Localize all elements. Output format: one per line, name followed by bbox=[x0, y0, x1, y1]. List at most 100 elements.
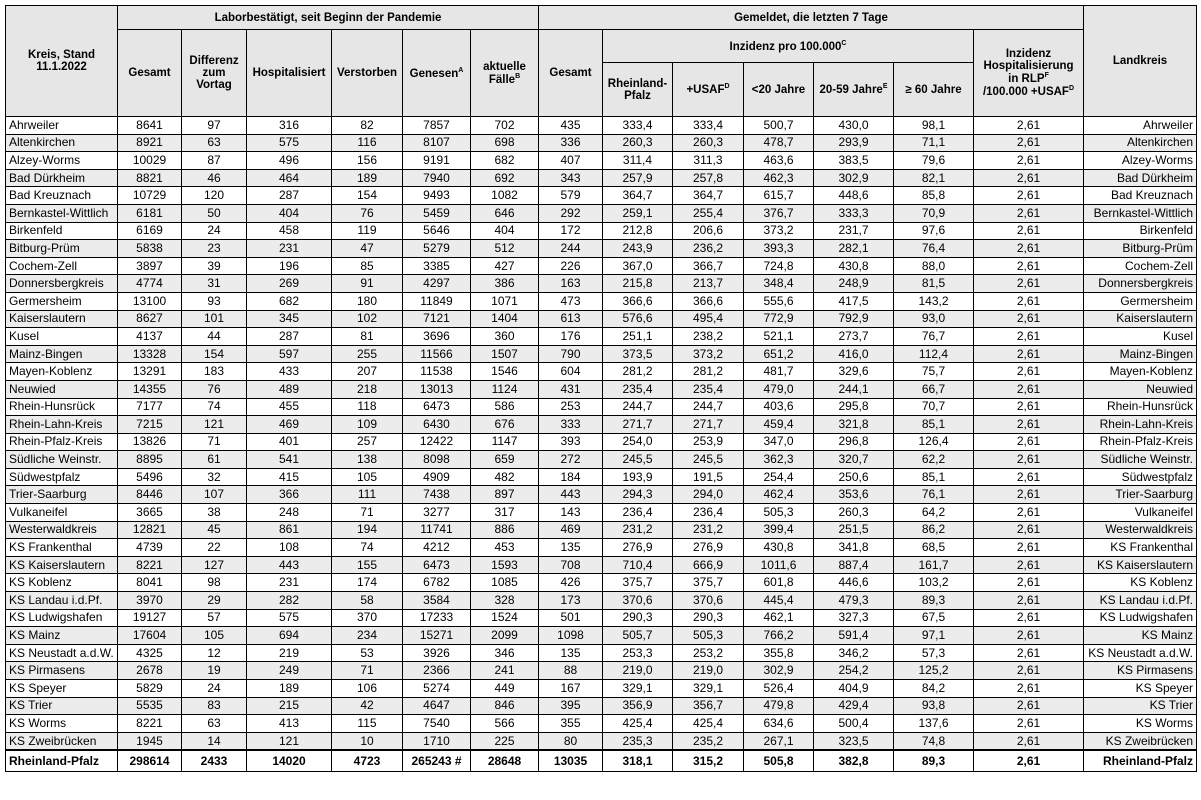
table-cell: Rheinland-Pfalz bbox=[5, 749, 118, 773]
table-cell: 347,0 bbox=[743, 432, 814, 452]
table-cell: 234 bbox=[331, 626, 403, 645]
table-cell: 526,4 bbox=[743, 679, 814, 698]
table-cell: 292 bbox=[538, 203, 603, 223]
table-cell: 155 bbox=[331, 555, 403, 575]
table-cell: 127 bbox=[181, 555, 247, 575]
table-cell: 253 bbox=[538, 397, 603, 417]
table-cell: 469 bbox=[246, 415, 332, 434]
table-cell: 8041 bbox=[117, 573, 182, 593]
header-text: Rheinland-Pfalz bbox=[607, 77, 668, 102]
table-cell: 98,1 bbox=[893, 116, 974, 135]
table-cell: 13100 bbox=[117, 291, 182, 311]
table-cell: 8221 bbox=[117, 714, 182, 733]
table-cell: 416,0 bbox=[813, 344, 894, 364]
table-cell: 1085 bbox=[470, 573, 539, 593]
table-row: KS Kaiserslautern 8221 127 443 155 6473 1593 70… bbox=[5, 555, 1197, 575]
table-cell: 463,6 bbox=[743, 151, 814, 170]
table-cell: 83 bbox=[181, 696, 247, 716]
table-cell: 2,61 bbox=[973, 643, 1084, 663]
table-row: Neuwied 14355 76 489 218 13013 1124 431 235,4 235… bbox=[5, 379, 1197, 399]
table-row: KS Landau i.d.Pf. 3970 29 282 58 3584 328 173 37… bbox=[5, 591, 1197, 610]
table-cell: 85 bbox=[331, 256, 403, 276]
table-cell: 44 bbox=[181, 327, 247, 346]
table-cell: 236,4 bbox=[602, 503, 673, 522]
table-cell: 5838 bbox=[117, 239, 182, 258]
table-cell: 11849 bbox=[402, 291, 471, 311]
table-cell: 500,4 bbox=[813, 714, 894, 733]
table-cell: 407 bbox=[538, 151, 603, 170]
table-cell: 2,61 bbox=[973, 555, 1084, 575]
table-cell: Westerwaldkreis bbox=[1083, 520, 1197, 540]
table-cell: 137,6 bbox=[893, 714, 974, 733]
table-cell: 6473 bbox=[402, 397, 471, 417]
table-cell: 1071 bbox=[470, 291, 539, 311]
header-text: ≥ 60 Jahre bbox=[905, 83, 962, 96]
table-cell: 346,2 bbox=[813, 643, 894, 663]
table-cell: 2,61 bbox=[973, 714, 1084, 733]
table-cell: 1082 bbox=[470, 186, 539, 205]
table-cell: 575 bbox=[246, 608, 332, 628]
table-cell: KS Koblenz bbox=[5, 573, 118, 593]
table-cell: 659 bbox=[470, 450, 539, 469]
header-cell: GenesenA bbox=[402, 29, 471, 117]
table-cell: 4137 bbox=[117, 327, 182, 346]
table-cell: 243,9 bbox=[602, 239, 673, 258]
table-cell: 887,4 bbox=[813, 555, 894, 575]
table-cell: 2366 bbox=[402, 661, 471, 680]
table-row: KS Frankenthal 4739 22 108 74 4212 453 135 276,9… bbox=[5, 538, 1197, 557]
table-cell: 61 bbox=[181, 450, 247, 469]
table-cell: 70,9 bbox=[893, 203, 974, 223]
table-cell: 320,7 bbox=[813, 450, 894, 469]
table-cell: 311,4 bbox=[602, 151, 673, 170]
table-cell: 290,3 bbox=[602, 608, 673, 628]
table-cell: 1147 bbox=[470, 432, 539, 452]
table-cell: 1507 bbox=[470, 344, 539, 364]
table-cell: 11538 bbox=[402, 362, 471, 381]
table-row: Rhein-Pfalz-Kreis 13826 71 401 257 12422 1147 3… bbox=[5, 432, 1197, 452]
table-cell: 81,5 bbox=[893, 274, 974, 293]
table-cell: 3970 bbox=[117, 591, 182, 610]
table-cell: 66,7 bbox=[893, 379, 974, 399]
table-cell: 7177 bbox=[117, 397, 182, 417]
header-text: Inzidenz pro 100.000 bbox=[729, 40, 842, 53]
table-cell: 501 bbox=[538, 608, 603, 628]
table-cell: 79,6 bbox=[893, 151, 974, 170]
table-cell: 298614 bbox=[117, 749, 182, 773]
table-cell: 575 bbox=[246, 133, 332, 153]
table-cell: Birkenfeld bbox=[1083, 221, 1197, 241]
table-row: Vulkaneifel 3665 38 248 71 3277 317 143 236,4 236… bbox=[5, 503, 1197, 522]
table-cell: 333,3 bbox=[813, 203, 894, 223]
table-cell: 125,2 bbox=[893, 661, 974, 680]
table-cell: 355 bbox=[538, 714, 603, 733]
table-cell: 17233 bbox=[402, 608, 471, 628]
table-cell: 81 bbox=[331, 327, 403, 346]
table-row: Ahrweiler 8641 97 316 82 7857 702 435 333,4 333,4… bbox=[5, 116, 1197, 135]
table-cell: 2678 bbox=[117, 661, 182, 680]
table-cell: 287 bbox=[246, 327, 332, 346]
header-cell: Kreis, Stand 11.1.2022 bbox=[5, 5, 118, 117]
table-cell: 2,61 bbox=[973, 626, 1084, 645]
table-cell: 120 bbox=[181, 186, 247, 205]
table-cell: 265243 # bbox=[402, 749, 471, 773]
table-cell: 367,0 bbox=[602, 256, 673, 276]
table-cell: 64,2 bbox=[893, 503, 974, 522]
table-cell: 702 bbox=[470, 116, 539, 135]
table-cell: 8895 bbox=[117, 450, 182, 469]
table-cell: 118 bbox=[331, 397, 403, 417]
table-row: Rheinland-Pfalz 298614 2433 14020 4723 265243… bbox=[5, 749, 1197, 773]
table-cell: 71 bbox=[331, 661, 403, 680]
table-cell: 249 bbox=[246, 661, 332, 680]
table-cell: 112,4 bbox=[893, 344, 974, 364]
table-cell: 290,3 bbox=[672, 608, 744, 628]
table-row: Südwestpfalz 5496 32 415 105 4909 482 184 193,9 1… bbox=[5, 467, 1197, 487]
table-cell: 3385 bbox=[402, 256, 471, 276]
table-cell: 135 bbox=[538, 538, 603, 557]
table-cell: 253,9 bbox=[672, 432, 744, 452]
table-cell: 71,1 bbox=[893, 133, 974, 153]
table-cell: KS Mainz bbox=[5, 626, 118, 645]
table-cell: 505,3 bbox=[743, 503, 814, 522]
table-cell: Mainz-Bingen bbox=[5, 344, 118, 364]
table-cell: Rhein-Pfalz-Kreis bbox=[5, 432, 118, 452]
table-cell: 2,61 bbox=[973, 520, 1084, 540]
